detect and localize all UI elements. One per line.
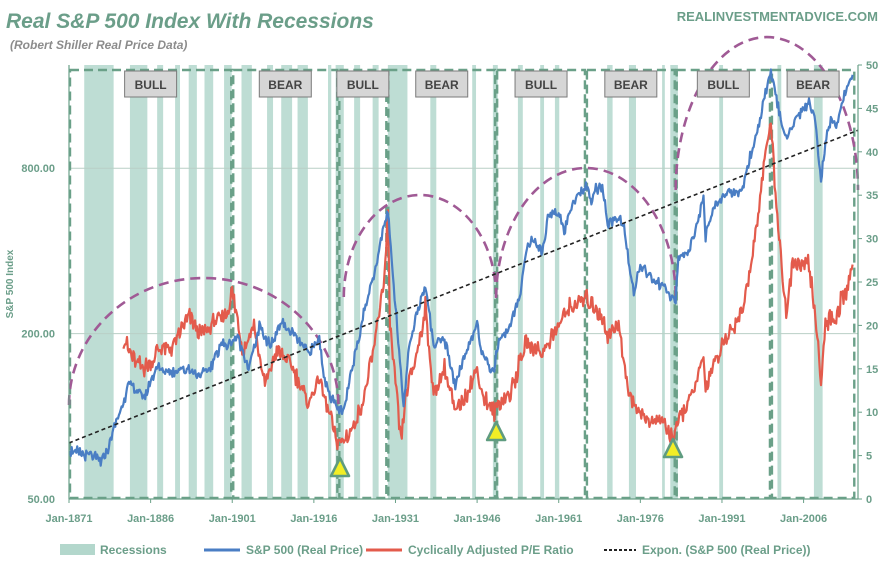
series-lines [69, 68, 858, 467]
regime-label: BULL [525, 78, 557, 92]
y-right-tick-label: 25 [866, 277, 878, 289]
cycle-arc [342, 194, 498, 298]
recession-band [372, 65, 379, 499]
x-ticks: Jan-1871 Jan-1886 Jan-1901 Jan-1916 Jan-1931… [45, 499, 827, 525]
y-right-tick-label: 30 [866, 234, 878, 246]
regime-label-box [336, 70, 390, 98]
regime-label: BEAR [425, 78, 459, 92]
recession-band [175, 65, 181, 499]
x-tick-label: Jan-1961 [535, 513, 582, 525]
y-right-tick-label: 5 [866, 451, 872, 463]
y-right-tick-label: 40 [866, 147, 878, 159]
x-tick-label: Jan-1901 [209, 513, 256, 525]
chart-subtitle: (Robert Shiller Real Price Data) [10, 38, 187, 52]
recession-band [297, 65, 308, 499]
recession-band [662, 65, 665, 499]
y-right-tick-label: 35 [866, 190, 878, 202]
recession-band [540, 65, 545, 499]
recession-band [719, 65, 724, 499]
recession-band [607, 65, 613, 499]
regime-box [338, 68, 388, 500]
source-label: REALINVESTMENTADVICE.COM [677, 9, 878, 24]
recession-band [387, 65, 408, 499]
y-axis-label: S&P 500 Index [5, 249, 16, 318]
cape-line [122, 122, 854, 451]
regime-box [770, 68, 856, 500]
recession-band [335, 65, 344, 499]
regime-label-box [696, 70, 750, 98]
recession-band [224, 65, 232, 499]
regime-label-box [415, 70, 469, 98]
legend-label: Expon. (S&P 500 (Real Price)) [642, 543, 811, 557]
recession-band [84, 65, 114, 499]
chart-title: Real S&P 500 Index With Recessions [6, 10, 374, 33]
x-tick-label: Jan-1886 [127, 513, 174, 525]
sp500-line [69, 68, 854, 467]
regime-label: BEAR [614, 78, 648, 92]
y-left-ticks: 50.00 200.00 800.00 [21, 163, 55, 506]
recession-band [188, 65, 197, 499]
recession-band [267, 65, 274, 499]
recession-band [813, 65, 823, 499]
plot-area [69, 65, 858, 499]
recession-band [281, 65, 293, 499]
recession-band [157, 65, 164, 499]
legend-label: Recessions [100, 543, 167, 557]
bottom-marker [485, 420, 507, 442]
x-tick-label: Jan-2006 [780, 513, 827, 525]
regime-label: BULL [707, 78, 739, 92]
regime-label-box [258, 70, 312, 98]
recession-band [204, 65, 214, 499]
legend-label: S&P 500 (Real Price) [246, 543, 363, 557]
x-tick-label: Jan-1916 [290, 513, 337, 525]
regime-arcs [67, 36, 860, 406]
y-right-tick-label: 45 [866, 103, 878, 115]
x-tick-label: Jan-1976 [617, 513, 664, 525]
bottom-marker [662, 437, 684, 459]
legend: Recessions S&P 500 (Real Price) Cyclically… [60, 543, 811, 557]
recession-band [241, 65, 252, 499]
recession-band [517, 65, 523, 499]
regime-label-box [604, 70, 658, 98]
trend-line [69, 129, 858, 444]
x-tick-label: Jan-1946 [454, 513, 501, 525]
regime-labels: BULL BEAR BULL BEAR BULL BEAR BULL BEAR [124, 70, 840, 98]
regime-label-box [124, 70, 178, 98]
legend-swatch-recessions [60, 544, 95, 555]
recession-band [354, 65, 361, 499]
x-tick-label: Jan-1931 [372, 513, 419, 525]
y-right-tick-label: 0 [866, 494, 872, 506]
regime-label: BEAR [796, 78, 830, 92]
bottom-marker [329, 456, 351, 478]
bottom-markers [329, 420, 684, 478]
regime-box [585, 68, 676, 500]
recession-band [328, 65, 332, 499]
regime-label-box [514, 70, 568, 98]
y-left-tick-label: 200.00 [21, 329, 55, 341]
x-tick-label: Jan-1871 [45, 513, 92, 525]
y-right-tick-label: 50 [866, 60, 878, 72]
regime-box [495, 68, 587, 500]
y-right-ticks: 0 5 10 15 20 25 30 35 40 45 50 [858, 60, 878, 506]
y-right-tick-label: 10 [866, 407, 878, 419]
regime-label: BULL [347, 78, 379, 92]
y-right-tick-label: 15 [866, 364, 878, 376]
x-tick-label: Jan-1991 [698, 513, 745, 525]
cycle-arc [674, 36, 860, 191]
y-left-tick-label: 50.00 [27, 494, 55, 506]
recession-band [777, 65, 782, 499]
y-right-tick-label: 20 [866, 320, 878, 332]
y-left-tick-label: 800.00 [21, 163, 55, 175]
recession-band [554, 65, 560, 499]
regime-label: BULL [135, 78, 167, 92]
legend-label: Cyclically Adjusted P/E Ratio [408, 543, 574, 557]
regime-label-box [786, 70, 840, 98]
regime-label: BEAR [268, 78, 302, 92]
recession-band [129, 65, 148, 499]
recession-band [430, 65, 437, 499]
